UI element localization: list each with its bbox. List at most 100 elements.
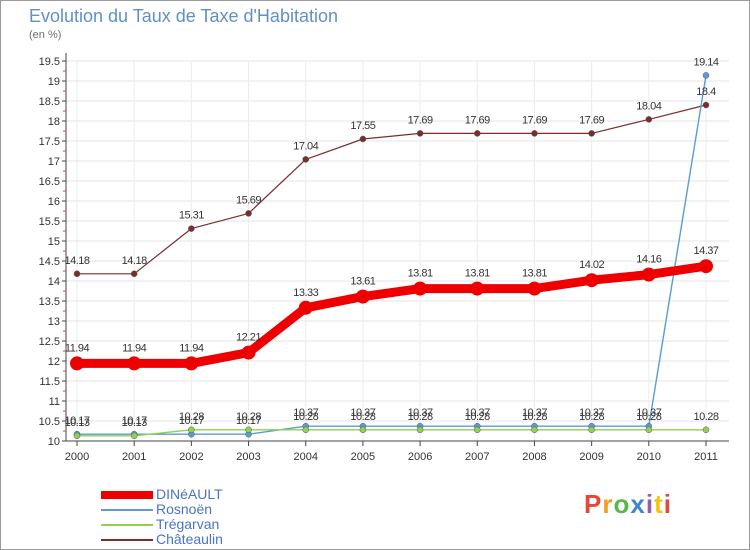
data-label: 13.81 [408, 268, 433, 280]
data-label: 11.94 [122, 342, 147, 354]
data-point [645, 116, 653, 123]
series-layer [70, 72, 713, 440]
data-label: 10.28 [693, 411, 718, 423]
logo-letter: x [630, 489, 646, 519]
y-tick-label: 12.5 [39, 336, 60, 348]
data-label: 13.81 [522, 268, 547, 280]
data-point [699, 259, 713, 274]
x-tick-label: 2005 [351, 451, 375, 463]
y-tick-label: 10.5 [39, 416, 60, 428]
data-label: 17.55 [350, 120, 375, 132]
logo-letter: P [584, 489, 603, 519]
data-point [245, 426, 252, 434]
series-line-Châteaulin [77, 104, 707, 275]
data-label: 11.94 [65, 342, 90, 354]
data-label: 17.04 [293, 140, 318, 152]
data-point [73, 432, 81, 440]
data-label: 13.81 [465, 268, 490, 280]
y-tick-label: 15 [48, 236, 60, 248]
data-label: 10.37 [579, 407, 604, 419]
data-label: 15.31 [179, 210, 204, 222]
data-label: 14.18 [122, 255, 147, 267]
data-point [531, 130, 538, 137]
data-point [359, 426, 367, 434]
data-label: 12.21 [236, 332, 261, 344]
data-label: 10.28 [522, 411, 547, 423]
data-label: 10.17 [179, 415, 204, 427]
data-label: 13.61 [350, 276, 375, 288]
legend-swatch [101, 491, 153, 499]
legend-label: Trégarvan [156, 516, 220, 532]
data-point [641, 267, 656, 282]
data-label: 10.37 [293, 407, 318, 419]
data-label: 10.13 [122, 417, 147, 429]
data-point [588, 426, 595, 434]
data-point [416, 130, 424, 137]
data-point [474, 426, 481, 434]
y-tick-label: 16 [48, 196, 60, 208]
x-tick-label: 2007 [465, 451, 489, 463]
y-tick-label: 14.5 [39, 256, 60, 268]
data-label: 17.69 [522, 114, 547, 126]
logo-letter: i [645, 489, 655, 519]
data-label: 17.69 [465, 114, 490, 126]
data-point [702, 72, 710, 79]
data-point [527, 281, 542, 296]
data-label: 14.02 [579, 259, 604, 271]
x-tick-label: 2010 [637, 451, 661, 463]
data-point [73, 270, 81, 278]
data-label: 14.16 [636, 254, 661, 266]
data-point [584, 273, 599, 288]
data-point [241, 345, 256, 360]
logo-letter: i [663, 489, 672, 519]
chart-subtitle: (en %) [29, 29, 62, 41]
data-label: 10.37 [465, 407, 490, 419]
data-label: 10.37 [522, 407, 547, 419]
data-point [302, 426, 309, 434]
data-label: 10.13 [64, 417, 89, 429]
data-label: 19.14 [693, 56, 718, 68]
x-tick-label: 2000 [65, 451, 89, 463]
data-point [130, 432, 138, 440]
y-tick-label: 15.5 [39, 216, 60, 228]
data-point [127, 356, 142, 371]
data-point [355, 289, 370, 304]
legend-label: DINéAULT [156, 486, 223, 502]
logo-letter: t [654, 489, 664, 519]
data-label: 10.17 [64, 415, 89, 427]
data-point [531, 426, 538, 434]
data-label: 10.28 [408, 411, 433, 423]
series-line-Rosnoën [77, 75, 707, 435]
data-label: 18.4 [696, 86, 716, 98]
y-tick-label: 19 [48, 76, 60, 88]
data-label: 15.69 [236, 194, 261, 206]
data-point [70, 356, 84, 371]
data-label: 10.37 [636, 407, 661, 419]
series-line-Trégarvan [77, 429, 706, 437]
data-point [416, 426, 424, 434]
chart-title: Evolution du Taux de Taxe d'Habitation [29, 6, 338, 26]
x-tick-label: 2004 [293, 451, 317, 463]
y-tick-label: 10 [48, 436, 60, 448]
y-tick-label: 11 [49, 396, 60, 408]
y-tick-label: 11.5 [39, 376, 60, 388]
y-tick-label: 16.5 [39, 176, 60, 188]
data-label: 10.37 [408, 407, 433, 419]
data-label: 10.28 [179, 411, 204, 423]
axis-layer: 10 10.5 11 11.5 12 12.5 13 13.5 14 14.5 15 15.5 16 16… [39, 53, 729, 463]
legend-swatch [101, 524, 153, 526]
data-point [188, 225, 195, 232]
data-label: 10.28 [350, 411, 375, 423]
legend-swatch [101, 509, 153, 511]
data-point [359, 135, 367, 143]
data-label: 14.37 [693, 245, 718, 257]
legend-label: Châteaulin [156, 531, 223, 547]
series-line-DINéAULT [77, 261, 707, 368]
data-label: 10.28 [579, 411, 604, 423]
data-label: 10.17 [236, 415, 261, 427]
logo-letter: r [602, 489, 614, 519]
data-label: 10.17 [122, 415, 147, 427]
y-tick-label: 19.5 [39, 56, 60, 68]
x-tick-label: 2006 [408, 451, 432, 463]
